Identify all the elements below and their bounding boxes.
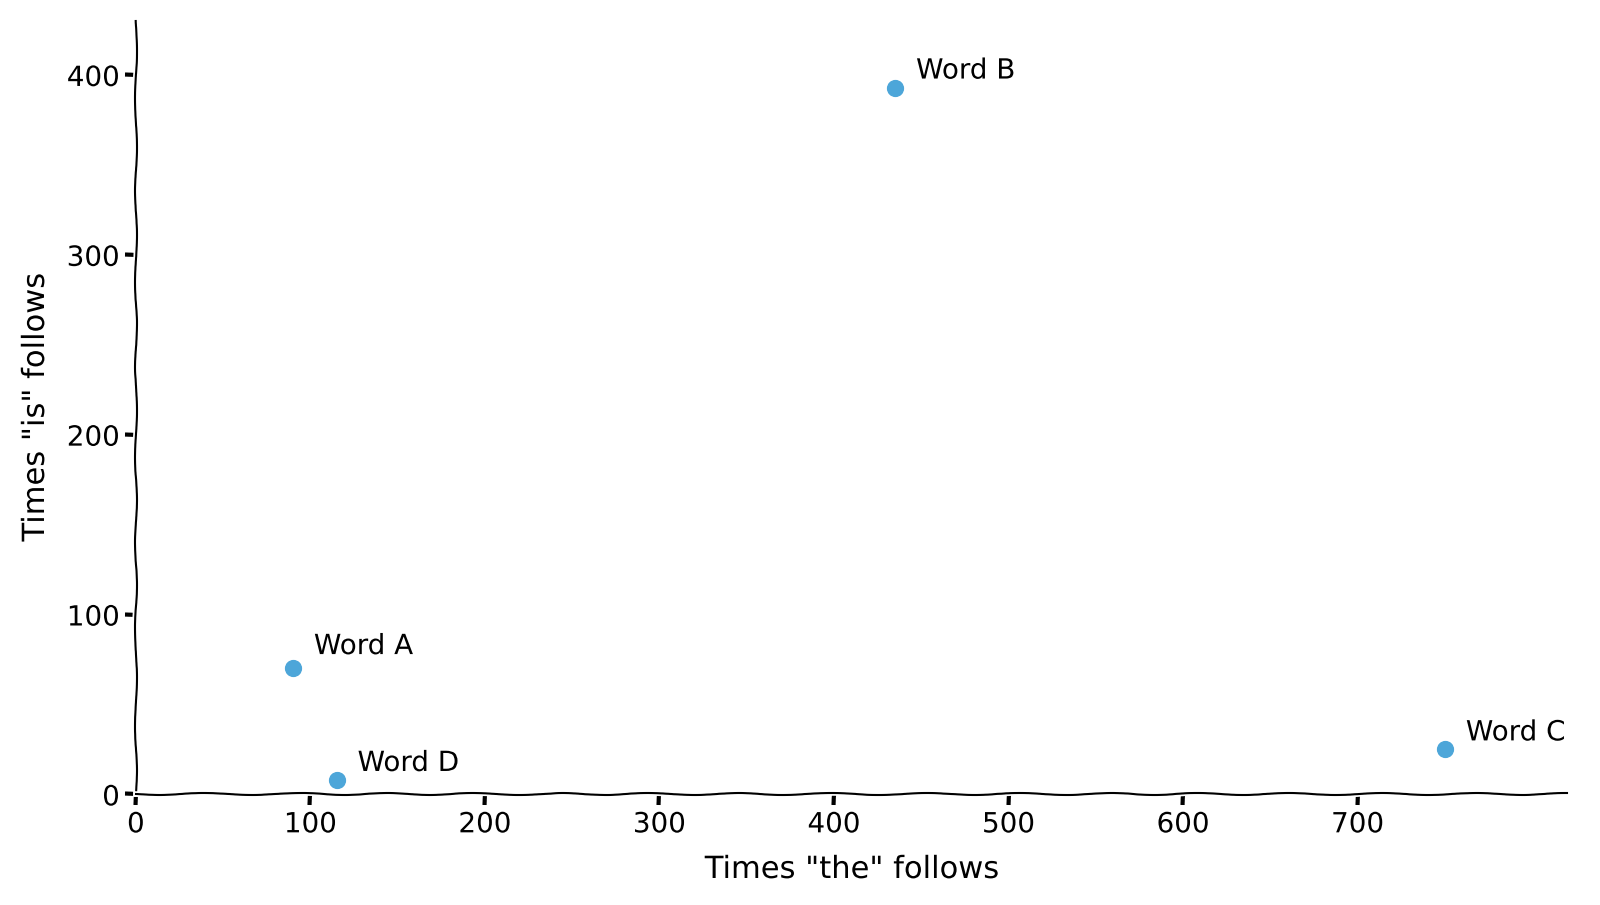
Point bbox=[1432, 742, 1458, 757]
Point bbox=[280, 662, 306, 676]
Point bbox=[323, 773, 349, 787]
Text: Word D: Word D bbox=[357, 749, 459, 777]
X-axis label: Times "the" follows: Times "the" follows bbox=[704, 855, 998, 884]
Text: Word A: Word A bbox=[314, 632, 413, 660]
Text: Word B: Word B bbox=[917, 56, 1016, 84]
Y-axis label: Times "is" follows: Times "is" follows bbox=[21, 274, 50, 541]
Text: Word C: Word C bbox=[1466, 719, 1565, 747]
Point bbox=[882, 81, 907, 95]
